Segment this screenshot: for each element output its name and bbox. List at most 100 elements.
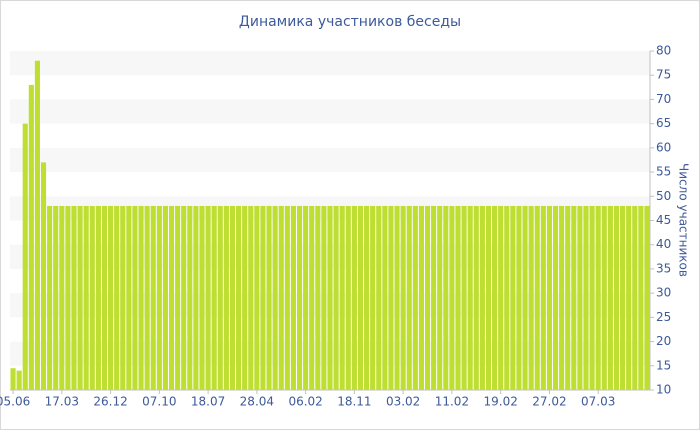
bar bbox=[498, 205, 504, 390]
bar bbox=[327, 205, 333, 390]
y-tick-label: 70 bbox=[656, 92, 671, 106]
bar bbox=[644, 205, 650, 390]
bar bbox=[467, 205, 473, 390]
bar bbox=[388, 205, 394, 390]
bar bbox=[595, 205, 601, 390]
y-tick-label: 40 bbox=[656, 237, 671, 251]
y-tick-label: 25 bbox=[656, 310, 671, 324]
x-tick-label: 03.02 bbox=[386, 395, 420, 409]
grid-band bbox=[10, 51, 650, 76]
bar bbox=[583, 205, 589, 390]
x-tick-label: 28.04 bbox=[240, 395, 274, 409]
x-tick-label: 27.02 bbox=[532, 395, 566, 409]
bar bbox=[504, 205, 510, 390]
bar bbox=[376, 205, 382, 390]
y-tick-label: 15 bbox=[656, 358, 671, 372]
bar bbox=[260, 205, 266, 390]
y-tick-label: 45 bbox=[656, 213, 671, 227]
chart-title: Динамика участников беседы bbox=[239, 14, 461, 30]
bar bbox=[22, 123, 28, 391]
bar bbox=[528, 205, 534, 390]
y-tick-label: 35 bbox=[656, 261, 671, 275]
bar bbox=[485, 205, 492, 390]
bar bbox=[71, 205, 77, 390]
y-axis-label: Число участников bbox=[677, 163, 691, 277]
bar bbox=[187, 205, 193, 390]
bar bbox=[59, 205, 65, 390]
y-tick-label: 60 bbox=[656, 140, 671, 154]
bar bbox=[479, 205, 485, 390]
bar bbox=[351, 205, 357, 390]
bar bbox=[168, 205, 175, 390]
bar bbox=[95, 205, 101, 390]
bar bbox=[223, 205, 229, 390]
bar bbox=[266, 205, 272, 390]
bar bbox=[132, 205, 138, 390]
bar bbox=[345, 205, 351, 390]
y-tick-label: 75 bbox=[656, 68, 671, 82]
bar bbox=[534, 205, 540, 390]
bar bbox=[626, 205, 632, 390]
bar bbox=[559, 205, 565, 390]
bar bbox=[114, 205, 120, 390]
bar bbox=[120, 205, 126, 390]
bar bbox=[516, 205, 522, 390]
bar bbox=[47, 205, 53, 390]
bar bbox=[242, 205, 248, 390]
bar bbox=[315, 205, 321, 390]
bar bbox=[181, 205, 187, 390]
bar bbox=[418, 205, 424, 390]
x-tick-label: 17.03 bbox=[45, 395, 79, 409]
bar bbox=[53, 205, 59, 390]
bar bbox=[357, 205, 364, 390]
bar bbox=[461, 205, 467, 390]
bar bbox=[144, 205, 150, 390]
bar bbox=[510, 205, 516, 390]
bar bbox=[303, 205, 309, 390]
bar bbox=[455, 205, 461, 390]
bar bbox=[175, 205, 181, 390]
bar bbox=[382, 205, 388, 390]
y-tick-label: 20 bbox=[656, 334, 671, 348]
bar bbox=[437, 205, 443, 390]
bar bbox=[278, 205, 284, 390]
bar bbox=[28, 84, 34, 391]
bar bbox=[65, 205, 71, 390]
bar bbox=[613, 205, 620, 390]
bar bbox=[364, 205, 370, 390]
bar bbox=[370, 205, 376, 390]
grid-band bbox=[10, 147, 650, 173]
x-tick-label: 19.02 bbox=[483, 395, 517, 409]
bar bbox=[638, 205, 644, 390]
bar bbox=[10, 368, 16, 390]
bar bbox=[321, 205, 327, 390]
bar bbox=[290, 205, 296, 390]
bar bbox=[138, 205, 144, 390]
bar bbox=[431, 205, 437, 390]
bar bbox=[540, 205, 546, 390]
bar bbox=[199, 205, 205, 390]
x-tick-label: 05.06 bbox=[0, 395, 30, 409]
bar bbox=[296, 205, 303, 390]
x-tick-label: 11.02 bbox=[435, 395, 469, 409]
y-tick-label: 80 bbox=[656, 44, 671, 58]
bar bbox=[632, 205, 638, 390]
bar bbox=[577, 205, 583, 390]
bar bbox=[217, 205, 223, 390]
bar bbox=[309, 205, 315, 390]
bar bbox=[449, 205, 455, 390]
bar bbox=[406, 205, 412, 390]
bar bbox=[552, 205, 559, 390]
x-tick-label: 07.03 bbox=[581, 395, 615, 409]
bar bbox=[284, 205, 290, 390]
bar bbox=[424, 205, 431, 390]
x-tick-label: 06.02 bbox=[288, 395, 322, 409]
bar bbox=[162, 205, 168, 390]
bar bbox=[150, 205, 156, 390]
y-tick-label: 65 bbox=[656, 116, 671, 130]
bar bbox=[89, 205, 95, 390]
bar bbox=[211, 205, 217, 390]
y-tick-label: 10 bbox=[656, 383, 671, 397]
y-tick-label: 50 bbox=[656, 189, 671, 203]
bar bbox=[565, 205, 571, 390]
